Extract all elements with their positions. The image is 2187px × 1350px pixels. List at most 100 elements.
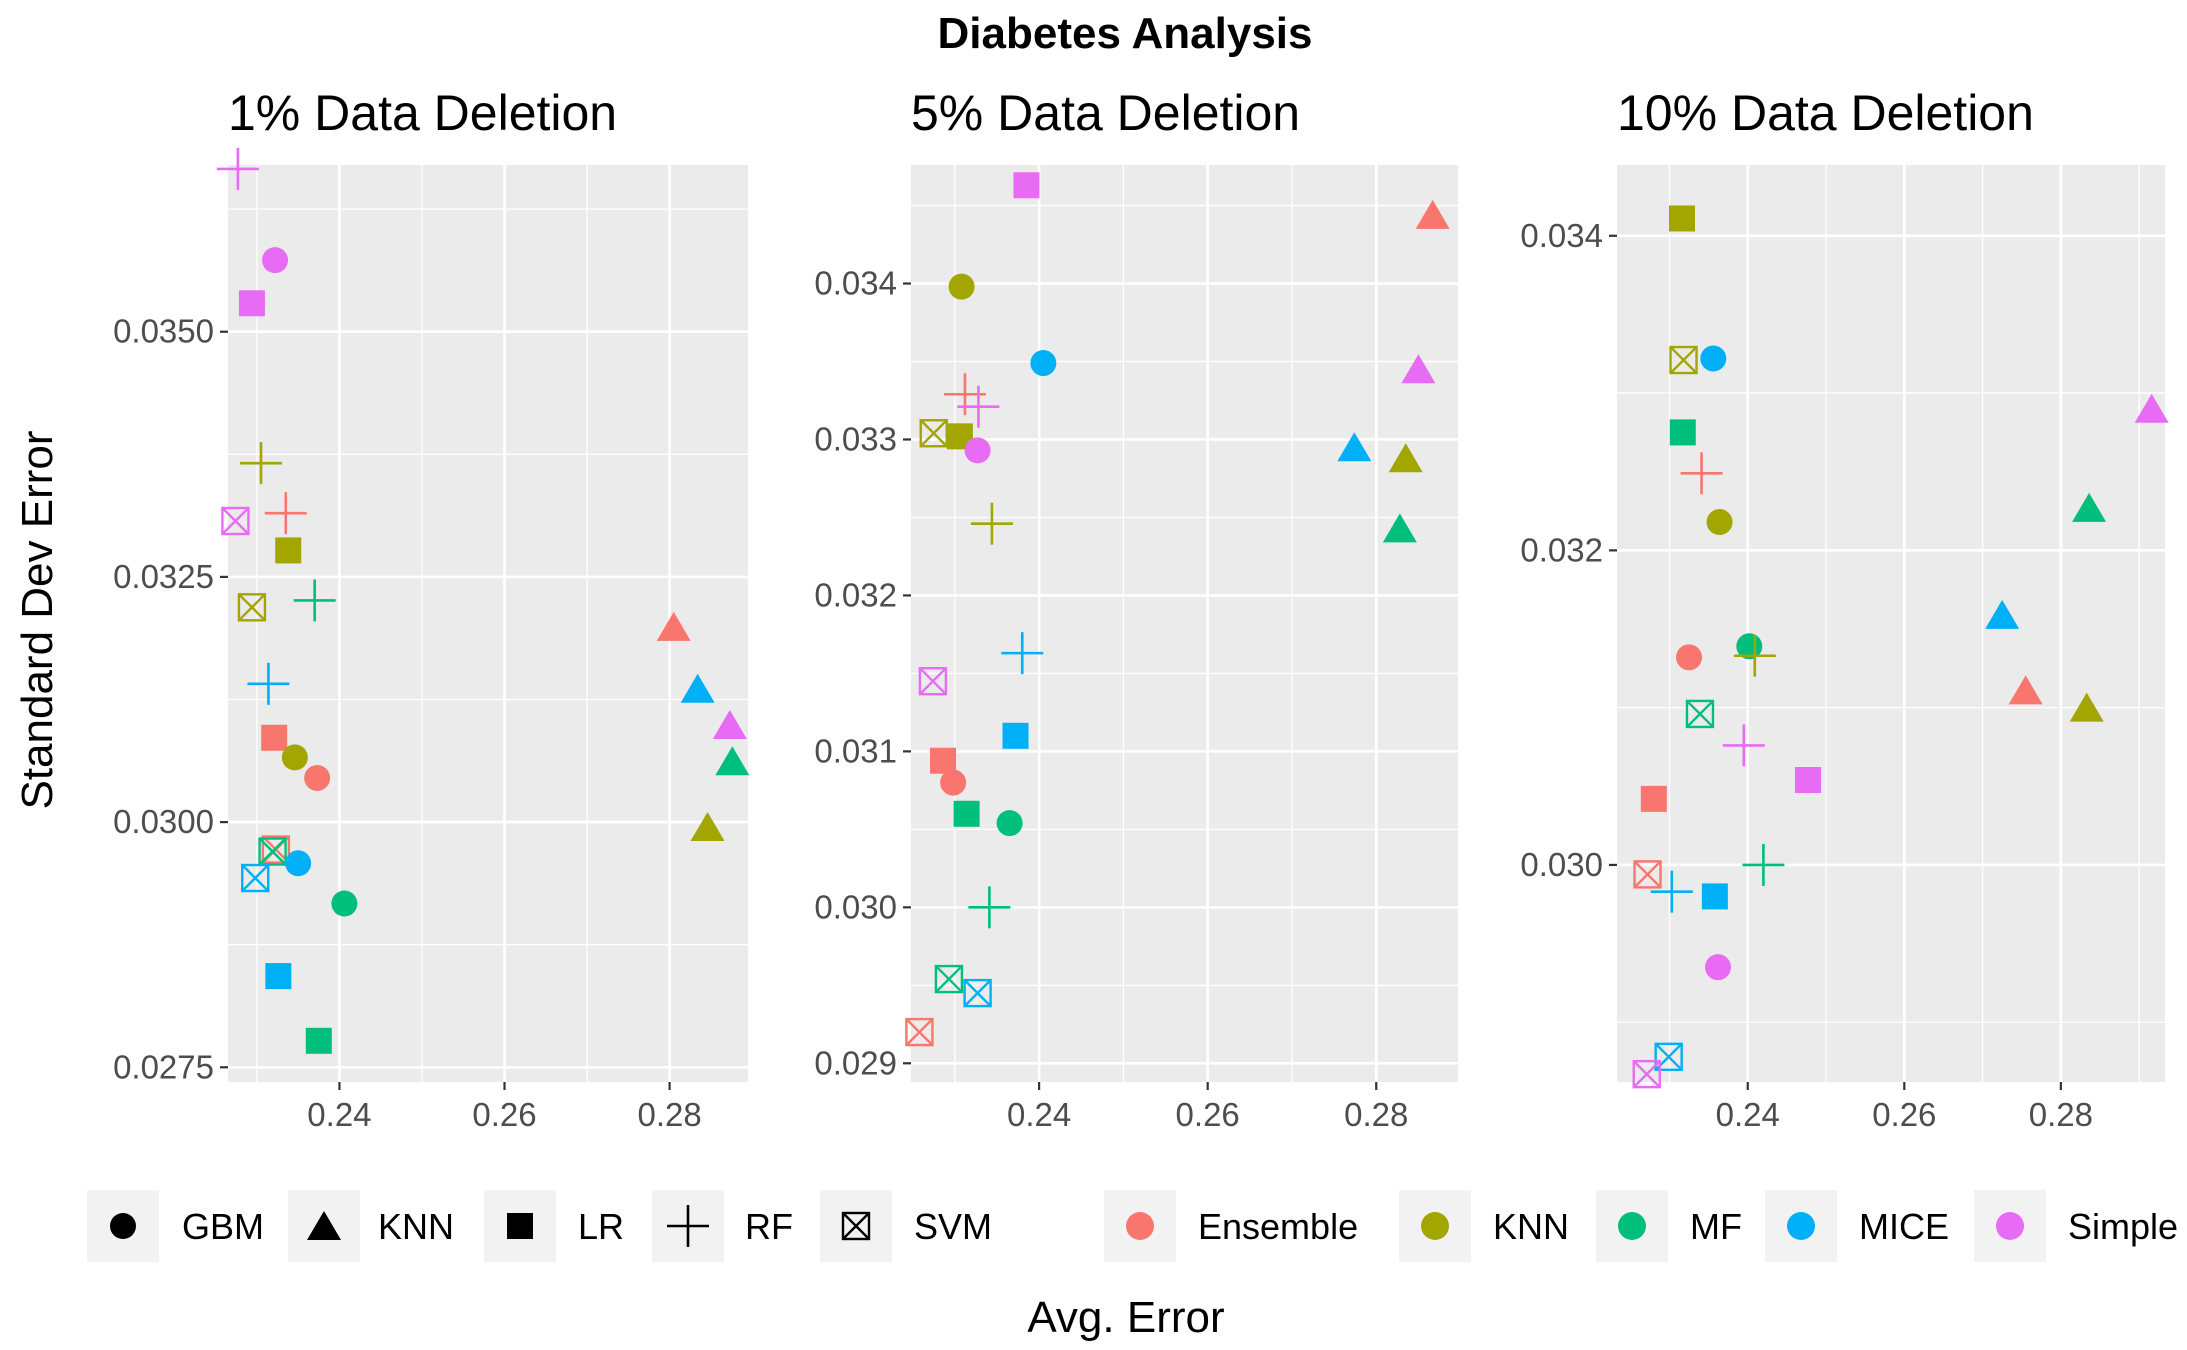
y-tick-label: 0.031 [814,732,897,769]
point-rf-mf [293,579,336,622]
legend-item-lr: LR [484,1190,624,1262]
grid [1617,165,2165,1082]
point-lr-mf [953,800,980,827]
point-knn-mf [1382,513,1417,543]
panel-title: 1% Data Deletion [228,85,617,141]
x-tick-label: 0.26 [1176,1096,1240,1133]
point-knn-simple [1401,354,1436,384]
point-knn-mice [1337,432,1372,462]
point-gbm-knn [1706,509,1733,536]
legend-label: Ensemble [1198,1206,1358,1247]
legend-key-knn [307,1211,341,1240]
legend-item-simple: Simple [1974,1190,2178,1262]
x-tick-label: 0.26 [1872,1096,1936,1133]
point-knn-knn [2069,692,2104,722]
plot-background [911,165,1458,1082]
legend-key-mice [1787,1212,1815,1240]
y-tick-label: 0.034 [814,265,897,302]
y-tick-label: 0.0275 [113,1048,214,1085]
point-lr-simple [238,290,265,317]
y-tick-label: 0.0350 [113,313,214,350]
legend: GBM KNN LR RF SVM Ensemble KNN MF MICE Simple [87,1190,2178,1262]
point-lr-simple [1013,172,1040,199]
point-gbm-mice [285,850,312,877]
point-gbm-simple [1704,954,1731,981]
x-tick-label: 0.28 [2029,1096,2093,1133]
point-rf-knn [970,502,1013,545]
point-lr-mice [1701,883,1728,910]
point-lr-mf [1669,419,1696,446]
point-rf-simple [1722,724,1765,767]
point-knn-simple [712,710,747,740]
points [216,147,750,1054]
point-rf-knn [240,442,283,485]
point-lr-mf [305,1027,332,1054]
point-svm-mice [963,978,992,1008]
point-lr-mice [265,963,292,990]
panel-1: 1% Data Deletion 0.24 0.26 0.28 0.0275 0.0300… [113,85,750,1133]
point-rf-mice [247,662,290,705]
point-knn-mf [715,746,750,776]
legend-label: LR [578,1206,624,1247]
y-tick-label: 0.030 [814,888,897,925]
point-gbm-simple [262,247,289,274]
y-tick-label: 0.032 [1520,531,1603,568]
point-svm-simple [918,667,948,696]
point-knn-simple [2134,393,2169,423]
point-svm-knn [919,419,948,448]
point-knn-ensemble [2008,675,2043,705]
point-lr-ensemble [1640,785,1667,812]
panel-title: 10% Data Deletion [1617,85,2034,141]
point-svm-mf [1685,699,1715,729]
x-tick-label: 0.28 [1344,1096,1408,1133]
point-svm-knn [1669,345,1698,375]
point-gbm-ensemble [304,764,331,791]
point-gbm-mf [996,810,1023,837]
main-title: Diabetes Analysis [938,9,1313,58]
point-gbm-simple [964,437,991,464]
y-tick-label: 0.0325 [113,558,214,595]
point-rf-simple [957,385,1000,428]
x-tick-label: 0.24 [1716,1096,1780,1133]
point-rf-ensemble [1680,452,1723,495]
point-knn-knn [1388,443,1423,473]
legend-item-mice: MICE [1765,1190,1949,1262]
panel-2: 5% Data Deletion 0.24 0.26 0.28 0.029 0.030 0.… [814,85,1458,1133]
point-gbm-mice [1700,345,1727,372]
panels: 1% Data Deletion 0.24 0.26 0.28 0.0275 0.030 0… [113,85,2169,1133]
point-gbm-knn [948,273,975,300]
legend-key-ensemble [1126,1212,1154,1240]
legend-item-mf: MF [1596,1190,1742,1262]
point-svm-mf [258,837,287,866]
y-tick-label: 0.033 [814,420,897,457]
point-svm-mice [241,863,270,893]
point-gbm-mf [331,890,358,917]
legend-label: RF [745,1206,793,1247]
point-svm-mice [1654,1042,1683,1072]
point-gbm-knn [281,744,308,771]
point-knn-ensemble [656,611,691,641]
legend-key-simple [1996,1212,2024,1240]
legend-key-lr [507,1213,533,1239]
panel-3: 10% Data Deletion 0.24 0.26 0.28 0.030 0.032 0… [1520,85,2169,1133]
legend-label: GBM [182,1206,264,1247]
point-rf-mf [968,886,1011,929]
point-lr-mice [1002,722,1029,749]
point-knn-mice [1985,599,2020,629]
panel-title: 5% Data Deletion [911,85,1300,141]
point-svm-ensemble [905,1017,934,1047]
legend-key-mf [1618,1212,1646,1240]
y-axis-title: Standard Dev Error [13,430,62,809]
legend-label: MF [1690,1206,1742,1247]
x-axis-title: Avg. Error [1027,1293,1224,1342]
legend-label: Simple [2068,1206,2178,1247]
legend-label: KNN [1493,1206,1569,1247]
grid [911,165,1458,1082]
legend-key-rf [667,1205,709,1247]
point-svm-simple [1632,1059,1661,1089]
plot-background [1617,165,2165,1082]
point-lr-knn [1668,205,1695,232]
legend-item-rf: RF [652,1190,793,1262]
point-gbm-ensemble [1676,644,1703,671]
